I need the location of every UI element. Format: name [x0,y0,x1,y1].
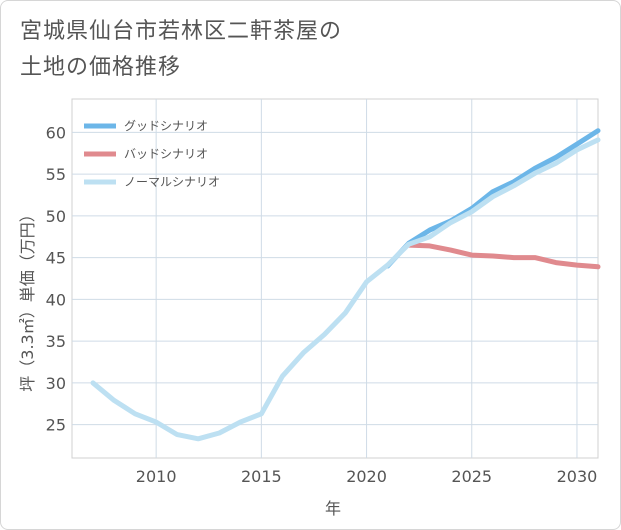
x-tick-label: 2015 [241,467,282,486]
x-tick-label: 2025 [451,467,492,486]
y-tick-label: 35 [46,332,66,351]
chart-title: 宮城県仙台市若林区二軒茶屋の 土地の価格推移 [20,14,342,86]
series-line-3 [90,137,601,442]
chart-title-line-1: 宮城県仙台市若林区二軒茶屋の [20,19,343,44]
chart-title-line-2: 土地の価格推移 [20,55,182,80]
x-axis-title: 年 [325,499,341,518]
series-line-1 [385,128,601,269]
x-tick-label: 2030 [557,467,598,486]
y-tick-label: 40 [46,290,66,309]
series-lines [90,128,601,442]
y-tick-label: 55 [46,165,66,184]
legend-label: グッドシナリオ [124,119,208,133]
x-tick-label: 2020 [346,467,387,486]
y-tick-label: 25 [46,416,66,435]
y-tick-label: 50 [46,207,66,226]
y-tick-label: 60 [46,123,66,142]
x-tick-labels: 2010 2015 2020 2025 2030 [136,467,598,486]
legend-label: ノーマルシナリオ [124,175,220,189]
y-tick-label: 45 [46,249,66,268]
x-tick-label: 2010 [136,467,177,486]
plot-area [71,98,599,459]
legend-label: バッドシナリオ [124,147,208,161]
y-tick-label: 30 [46,374,66,393]
y-axis-title: 坪（3.3㎡）単価（万円） [18,206,37,391]
y-tick-labels: 25 30 35 40 45 50 55 60 [46,123,66,434]
series-line-2 [406,242,601,270]
